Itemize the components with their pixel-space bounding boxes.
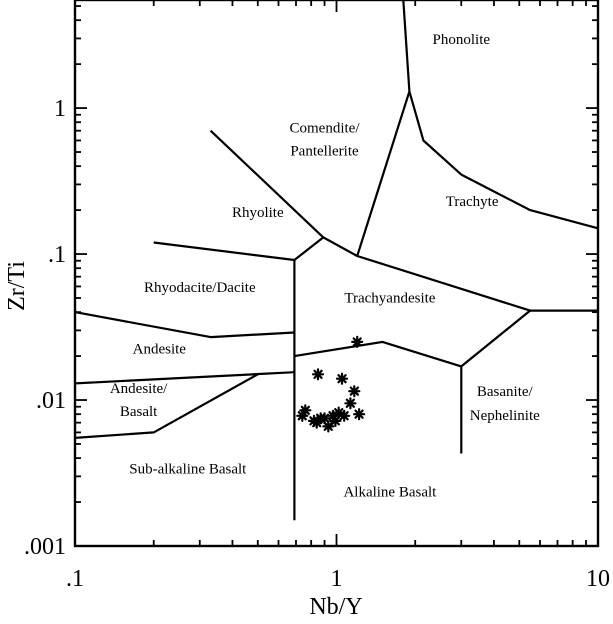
field-label: Alkaline Basalt bbox=[343, 485, 437, 501]
field-boundary-2 bbox=[74, 311, 295, 339]
field-label: Basalt bbox=[120, 404, 158, 420]
field-label: Rhyodacite/Dacite bbox=[144, 280, 256, 296]
field-boundary-6 bbox=[294, 309, 531, 368]
field-label: Nephelinite bbox=[470, 408, 540, 424]
data-point bbox=[344, 397, 357, 410]
data-point bbox=[353, 408, 366, 421]
field-label: Trachyandesite bbox=[344, 291, 435, 307]
data-point bbox=[311, 368, 325, 381]
field-label: Comendite/ bbox=[290, 120, 361, 136]
field-boundary-5 bbox=[209, 129, 325, 239]
data-point bbox=[310, 416, 323, 429]
y-tick-label: .1 bbox=[48, 242, 66, 268]
field-boundary-4 bbox=[153, 236, 598, 312]
data-points bbox=[296, 335, 366, 433]
y-axis-label: Zr/Ti bbox=[4, 261, 30, 311]
field-label: Pantellerite bbox=[290, 143, 359, 159]
x-axis-label: Nb/Y bbox=[309, 594, 362, 620]
y-tick-label: 1 bbox=[54, 96, 66, 122]
field-boundary-1 bbox=[74, 371, 295, 385]
data-point bbox=[296, 409, 309, 422]
data-point bbox=[318, 412, 331, 425]
data-point bbox=[322, 420, 335, 433]
data-point bbox=[335, 372, 349, 385]
data-point bbox=[329, 414, 342, 427]
data-point bbox=[348, 385, 361, 398]
field-boundary-0 bbox=[74, 373, 259, 439]
field-label: Sub-alkaline Basalt bbox=[129, 462, 247, 478]
field-label: Basanite/ bbox=[477, 384, 534, 400]
field-boundary-8 bbox=[356, 0, 411, 257]
field-boundaries bbox=[74, 0, 599, 521]
field-label: Phonolite bbox=[433, 32, 491, 48]
plot-frame bbox=[73, 0, 600, 548]
data-point bbox=[338, 409, 351, 422]
y-tick-label: .001 bbox=[24, 534, 66, 560]
field-label: Andesite/ bbox=[110, 381, 168, 397]
axis-ticks: .1 1 10 .001 .01 .1 1 bbox=[24, 0, 610, 592]
field-label: Trachyte bbox=[446, 194, 499, 210]
field-boundary-9 bbox=[408, 91, 599, 230]
x-tick-label: .1 bbox=[66, 566, 84, 592]
y-tick-label: .01 bbox=[36, 388, 66, 414]
field-label: Rhyolite bbox=[232, 205, 284, 221]
field-labels: Phonolite Comendite/Pantellerite Trachyte R… bbox=[110, 32, 540, 501]
x-tick-label: 1 bbox=[331, 566, 343, 592]
field-label: Andesite bbox=[133, 341, 187, 357]
data-point bbox=[351, 335, 364, 348]
x-tick-label: 10 bbox=[586, 566, 610, 592]
